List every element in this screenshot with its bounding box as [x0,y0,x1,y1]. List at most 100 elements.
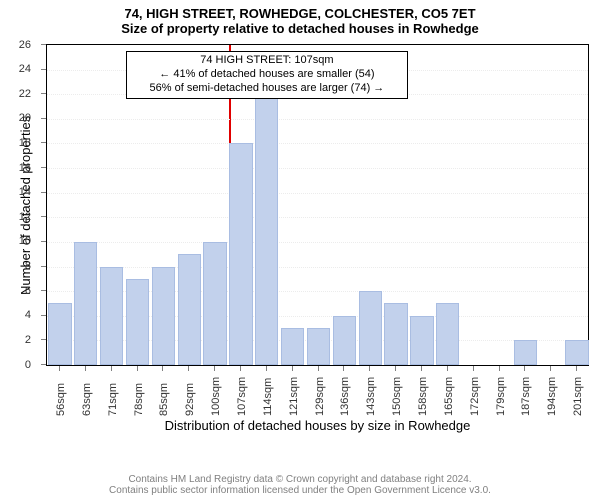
x-tick-label: 71sqm [107,383,119,416]
x-tick [421,366,422,371]
y-tick-label: 12 [19,211,31,223]
x-tick-label: 172sqm [469,377,481,416]
bar [410,316,433,365]
x-tick [499,366,500,371]
x-tick [318,366,319,371]
x-tick [214,366,215,371]
y-tick-label: 0 [25,359,31,371]
x-tick-label: 107sqm [236,377,248,416]
grid-line [47,119,588,120]
y-tick [41,266,46,267]
footer-line-1: Contains HM Land Registry data © Crown c… [0,474,600,485]
grid-line [47,168,588,169]
x-tick [576,366,577,371]
x-tick-label: 158sqm [417,377,429,416]
x-tick [369,366,370,371]
y-tick-label: 26 [19,39,31,51]
footer-line-2: Contains public sector information licen… [0,485,600,496]
x-tick-label: 92sqm [184,383,196,416]
y-tick [41,142,46,143]
bar [203,242,226,365]
x-tick [85,366,86,371]
x-tick [524,366,525,371]
y-tick [41,241,46,242]
y-tick [41,44,46,45]
y-tick [41,93,46,94]
x-tick [550,366,551,371]
plot-area: 74 HIGH STREET: 107sqm← 41% of detached … [46,44,589,366]
x-tick-label: 78sqm [133,383,145,416]
bar [436,303,459,365]
x-tick-label: 136sqm [339,377,351,416]
bar [126,279,149,365]
y-tick-label: 4 [25,309,31,321]
chart-title-main: 74, HIGH STREET, ROWHEDGE, COLCHESTER, C… [0,6,600,21]
x-tick-label: 100sqm [210,377,222,416]
annotation-line: ← 41% of detached houses are smaller (54… [131,68,403,82]
bar [229,143,252,365]
x-tick [343,366,344,371]
x-tick-label: 129sqm [314,377,326,416]
x-tick [188,366,189,371]
x-tick-label: 179sqm [495,377,507,416]
x-tick [162,366,163,371]
bar [384,303,407,365]
y-tick [41,118,46,119]
x-axis-label: Distribution of detached houses by size … [46,418,589,433]
grid-line [47,267,588,268]
y-tick [41,216,46,217]
x-tick-label: 121sqm [288,377,300,416]
x-tick [473,366,474,371]
y-tick-label: 16 [19,162,31,174]
y-tick-label: 14 [19,186,31,198]
annotation-line: 74 HIGH STREET: 107sqm [131,54,403,68]
y-tick [41,315,46,316]
x-tick [240,366,241,371]
x-tick [292,366,293,371]
x-tick [111,366,112,371]
footer-attribution: Contains HM Land Registry data © Crown c… [0,474,600,496]
grid-line [47,242,588,243]
y-tick-label: 10 [19,235,31,247]
bar [359,291,382,365]
x-tick-label: 114sqm [262,378,274,416]
y-tick-label: 8 [25,260,31,272]
annotation-line: 56% of semi-detached houses are larger (… [131,82,403,96]
bar [333,316,356,365]
x-tick [266,366,267,371]
y-tick-label: 24 [19,63,31,75]
y-tick [41,69,46,70]
bar [565,340,588,365]
grid-line [47,193,588,194]
x-tick [447,366,448,371]
bar [74,242,97,365]
y-tick-label: 22 [19,88,31,100]
y-tick-label: 20 [19,112,31,124]
bar [514,340,537,365]
y-tick [41,364,46,365]
chart-area: Number of detached properties 74 HIGH ST… [4,44,596,446]
x-tick-label: 165sqm [443,377,455,416]
y-tick [41,167,46,168]
bar [100,267,123,365]
bar [255,94,278,365]
y-tick [41,290,46,291]
x-tick-label: 63sqm [81,383,93,416]
bar [281,328,304,365]
y-tick-label: 18 [19,137,31,149]
grid-line [47,143,588,144]
bar [178,254,201,365]
chart-title-sub: Size of property relative to detached ho… [0,21,600,36]
x-tick-label: 201sqm [572,377,584,416]
x-tick [395,366,396,371]
y-tick [41,192,46,193]
y-tick-label: 6 [25,285,31,297]
x-tick-label: 150sqm [391,377,403,416]
bar [152,267,175,365]
x-tick-label: 187sqm [520,377,532,416]
x-tick [137,366,138,371]
bar [48,303,71,365]
x-tick-label: 194sqm [546,377,558,416]
x-tick-label: 85sqm [158,383,170,416]
x-tick-label: 56sqm [55,383,67,416]
